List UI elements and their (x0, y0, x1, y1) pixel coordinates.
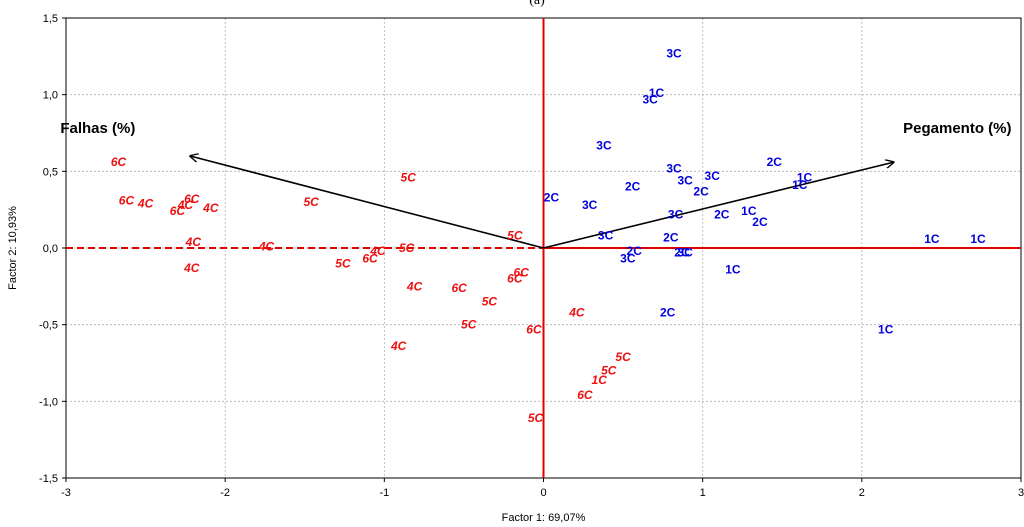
point-label: 6C (451, 281, 467, 295)
point-label: 3C (582, 198, 598, 212)
point-label: 4C (177, 198, 194, 212)
point-label: 6C (514, 266, 530, 280)
x-tick-label: -2 (220, 487, 230, 499)
point-label: 1C (924, 232, 940, 246)
point-label: 4C (183, 261, 200, 275)
vector-label: Falhas (%) (60, 120, 135, 137)
point-label: 3C (666, 46, 682, 60)
y-tick-label: -0,5 (39, 320, 58, 332)
y-tick-label: -1,0 (39, 396, 58, 408)
point-label: 6C (111, 155, 127, 169)
point-label: 3C (620, 252, 636, 266)
point-label: 3C (666, 161, 682, 175)
point-label: 4C (390, 339, 407, 353)
vector-arrow (190, 156, 544, 249)
point-label: 2C (693, 184, 709, 198)
point-label: 5C (401, 170, 417, 184)
point-label: 5C (399, 241, 415, 255)
x-tick-label: 2 (859, 487, 865, 499)
point-label: 4C (137, 197, 154, 211)
point-label: 3C (705, 169, 721, 183)
point-label: 1C (970, 232, 986, 246)
x-tick-label: 3 (1018, 487, 1024, 499)
point-label: 6C (507, 272, 523, 286)
point-label: 6C (577, 388, 593, 402)
point-label: 3C (677, 246, 693, 260)
point-label: 1C (797, 170, 813, 184)
x-tick-label: -1 (379, 487, 389, 499)
point-label: 6C (184, 192, 200, 206)
point-label: 5C (482, 295, 498, 309)
point-label: 3C (642, 92, 658, 106)
x-axis-title: Factor 1: 69,07% (502, 512, 586, 524)
vector-arrow (543, 162, 894, 249)
vectors: Falhas (%) Pegamento (%) (60, 120, 1012, 249)
y-axis-title: Factor 2: 10,93% (7, 206, 19, 290)
point-label: 5C (615, 350, 631, 364)
y-tick-label: -1,5 (39, 473, 58, 485)
point-label: 5C (507, 229, 523, 243)
point-label: 2C (767, 155, 783, 169)
point-label: 3C (596, 138, 612, 152)
point-label: 1C (792, 178, 808, 192)
point-label: 2C (627, 244, 643, 258)
point-label: 1C (649, 86, 665, 100)
point-label: 5C (335, 256, 351, 270)
point-label: 5C (303, 195, 319, 209)
point-label: 4C (406, 279, 423, 293)
point-label: 1C (878, 322, 894, 336)
y-tick-label: 1,5 (43, 13, 58, 25)
y-tick-label: 1,0 (43, 90, 58, 102)
point-label: 1C (725, 262, 741, 276)
point-label: 3C (598, 229, 614, 243)
point-label: 2C (660, 305, 676, 319)
point-label: 6C (526, 322, 542, 336)
partial-top-label: (a) (529, 0, 545, 8)
ticks: -3 -2 -1 0 1 2 3 -1,5 -1,0 -0,5 0,0 0,5 1,0 1,5 (39, 13, 1024, 499)
point-label: 4C (258, 239, 275, 253)
point-label: 2C (674, 246, 690, 260)
y-tick-label: 0,0 (43, 243, 58, 255)
point-label: 6C (362, 252, 378, 266)
point-label: 5C (601, 364, 617, 378)
x-tick-label: -3 (61, 487, 71, 499)
point-label: 2C (544, 190, 560, 204)
point-label: 5C (461, 318, 477, 332)
point-label: 2C (752, 215, 768, 229)
x-tick-label: 1 (700, 487, 706, 499)
point-label: 4C (185, 235, 202, 249)
point-label: 4C (369, 244, 386, 258)
point-label: 3C (677, 174, 693, 188)
point-label: 2C (714, 207, 730, 221)
point-label: 4C (202, 201, 219, 215)
point-label: 2C (625, 180, 641, 194)
point-label: 2C (663, 230, 679, 244)
point-label: 6C (170, 204, 186, 218)
point-label: 1C (592, 373, 608, 387)
vector-label: Pegamento (%) (903, 120, 1011, 137)
point-label: 1C (741, 204, 757, 218)
point-label: 3C (668, 207, 684, 221)
x-tick-label: 0 (540, 487, 546, 499)
point-label: 6C (119, 193, 135, 207)
y-tick-label: 0,5 (43, 166, 58, 178)
point-label: 5C (528, 411, 544, 425)
point-label: 4C (568, 305, 585, 319)
